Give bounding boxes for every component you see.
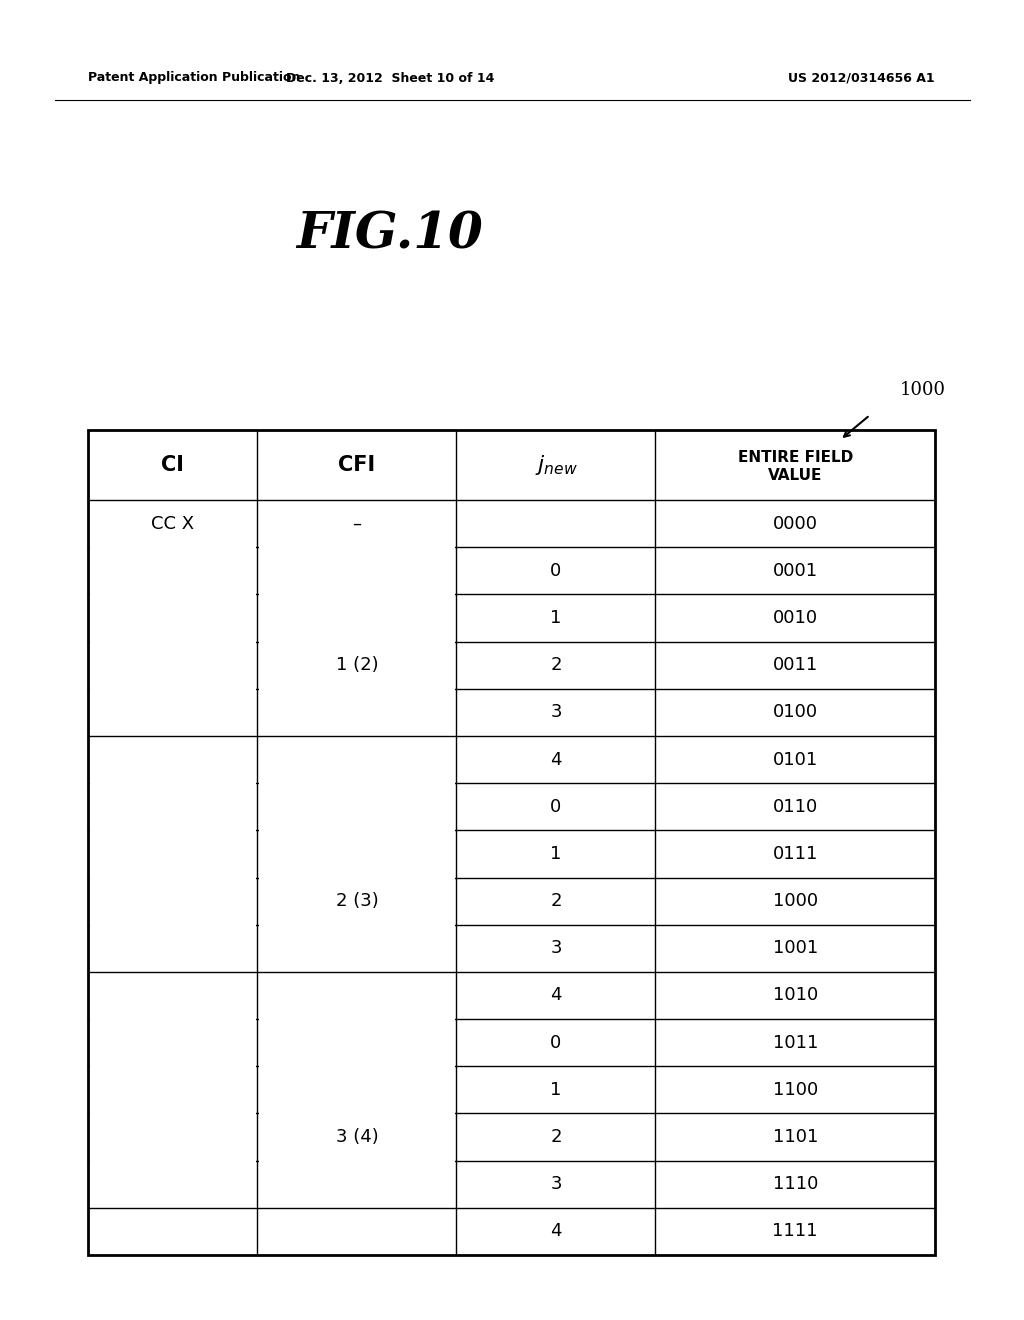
- Text: 1: 1: [550, 609, 561, 627]
- Text: 0: 0: [550, 797, 561, 816]
- Text: Dec. 13, 2012  Sheet 10 of 14: Dec. 13, 2012 Sheet 10 of 14: [286, 71, 495, 84]
- Text: FIG.10: FIG.10: [297, 210, 483, 260]
- Text: 1100: 1100: [773, 1081, 818, 1098]
- Text: 1001: 1001: [773, 940, 818, 957]
- Bar: [259, 591, 455, 598]
- Bar: [259, 638, 455, 645]
- Bar: [89, 1015, 256, 1023]
- Text: 0000: 0000: [773, 515, 818, 532]
- Text: 3: 3: [550, 1175, 562, 1193]
- Text: 3: 3: [550, 940, 562, 957]
- Bar: [259, 544, 455, 550]
- Text: 0: 0: [550, 1034, 561, 1052]
- Text: 1: 1: [550, 1081, 561, 1098]
- Bar: [89, 874, 256, 880]
- Bar: [89, 685, 256, 692]
- Bar: [89, 544, 256, 550]
- Text: 1: 1: [550, 845, 561, 863]
- Text: CFI: CFI: [338, 455, 376, 475]
- Bar: [89, 780, 256, 787]
- Bar: [89, 921, 256, 928]
- Text: 0101: 0101: [773, 751, 818, 768]
- Bar: [89, 1110, 256, 1117]
- Text: 2 (3): 2 (3): [336, 892, 378, 909]
- Bar: [259, 874, 455, 880]
- Text: 3 (4): 3 (4): [336, 1129, 378, 1146]
- Bar: [259, 1110, 455, 1117]
- Bar: [259, 780, 455, 787]
- Text: 2: 2: [550, 656, 562, 675]
- Text: 0001: 0001: [773, 562, 818, 579]
- Bar: [89, 1158, 256, 1164]
- Text: 0010: 0010: [773, 609, 818, 627]
- Text: 1101: 1101: [772, 1129, 818, 1146]
- Bar: [259, 826, 455, 834]
- Text: 0011: 0011: [773, 656, 818, 675]
- Text: 4: 4: [550, 986, 562, 1005]
- Text: 1111: 1111: [772, 1222, 818, 1241]
- Text: Patent Application Publication: Patent Application Publication: [88, 71, 300, 84]
- Bar: [89, 826, 256, 834]
- Text: VALUE: VALUE: [768, 467, 822, 483]
- Text: ENTIRE FIELD: ENTIRE FIELD: [737, 450, 853, 465]
- Text: 2: 2: [550, 1129, 562, 1146]
- Bar: [89, 1063, 256, 1069]
- Text: 1000: 1000: [773, 892, 818, 909]
- Text: 0111: 0111: [772, 845, 818, 863]
- Bar: [259, 685, 455, 692]
- Text: US 2012/0314656 A1: US 2012/0314656 A1: [788, 71, 935, 84]
- Text: CC X: CC X: [152, 515, 195, 532]
- Text: 0100: 0100: [773, 704, 818, 721]
- Bar: [89, 591, 256, 598]
- Text: 1010: 1010: [773, 986, 818, 1005]
- Bar: [259, 1158, 455, 1164]
- Text: 1110: 1110: [772, 1175, 818, 1193]
- Text: –: –: [352, 515, 361, 532]
- Text: 4: 4: [550, 1222, 562, 1241]
- Bar: [89, 638, 256, 645]
- Text: 1011: 1011: [772, 1034, 818, 1052]
- Text: 1 (2): 1 (2): [336, 656, 378, 675]
- Bar: [259, 921, 455, 928]
- Text: 0110: 0110: [773, 797, 818, 816]
- Bar: [88, 430, 935, 1255]
- Bar: [259, 1015, 455, 1023]
- Text: 3: 3: [550, 704, 562, 721]
- Text: 1000: 1000: [900, 381, 946, 399]
- Text: 2: 2: [550, 892, 562, 909]
- Bar: [259, 1063, 455, 1069]
- Text: CI: CI: [161, 455, 184, 475]
- Text: 0: 0: [550, 562, 561, 579]
- Text: 4: 4: [550, 751, 562, 768]
- Text: $\it{j}_{new}$: $\it{j}_{new}$: [535, 453, 578, 477]
